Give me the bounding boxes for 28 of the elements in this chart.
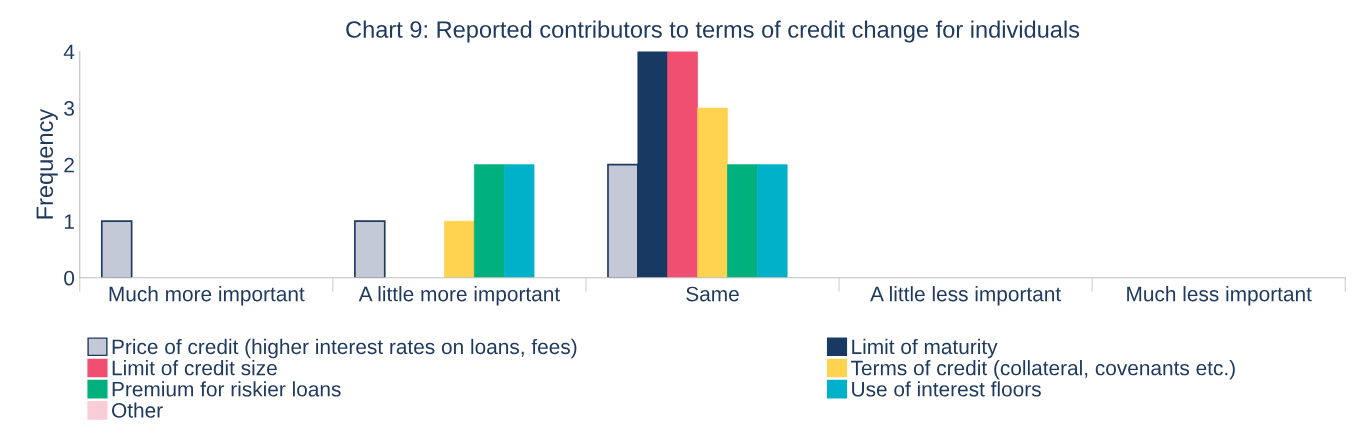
bar [756, 164, 788, 278]
y-tick-label: 0 [64, 270, 75, 286]
legend-label: Use of interest floors [852, 381, 1041, 397]
y-tick-label: 4 [63, 44, 75, 60]
bar [667, 51, 698, 278]
x-tick-label: A little less important [870, 286, 1061, 306]
legend-label: Other [112, 402, 163, 418]
bar [727, 164, 758, 278]
legend-label: Premium for riskier loans [112, 381, 341, 397]
x-tick-label: Much more important [109, 286, 305, 306]
legend-label: Limit of maturity [852, 338, 998, 359]
bar [100, 220, 133, 278]
chart-title: Chart 9: Reported contributors to terms of credit change for individuals [346, 20, 1080, 43]
y-tick-label: 3 [64, 101, 74, 116]
legend-label: Terms of credit (collateral, covenants etc.) [851, 360, 1235, 380]
legend-label: Limit of credit size [112, 360, 277, 376]
x-tick-label: Much less important [1127, 286, 1312, 306]
bar [697, 107, 728, 278]
bar [503, 164, 535, 278]
y-axis-title: Frequency [36, 108, 58, 219]
y-tick-label: 2 [64, 157, 74, 173]
y-tick-label: 1 [64, 214, 74, 229]
bar [473, 164, 505, 278]
x-tick-label: A little more important [358, 286, 560, 306]
bar [354, 220, 386, 278]
x-tick-label: Same [686, 286, 739, 302]
bar [444, 220, 475, 278]
legend-label: Price of credit (higher interest rates on loans, fees) [112, 338, 577, 359]
